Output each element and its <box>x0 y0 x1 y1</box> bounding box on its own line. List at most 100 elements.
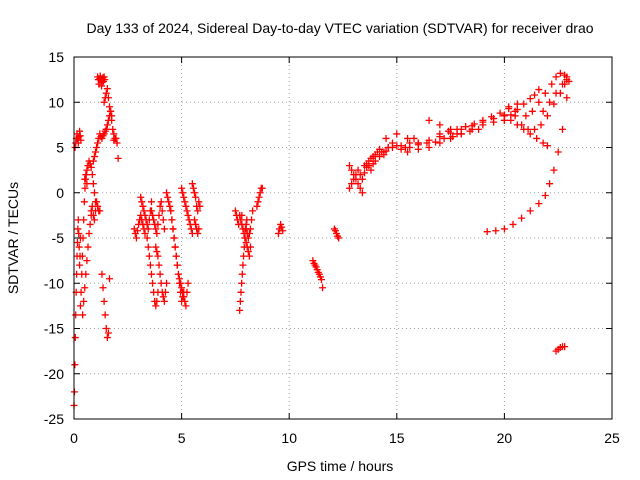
data-point <box>526 95 534 103</box>
data-point <box>522 112 530 120</box>
data-point <box>559 80 567 88</box>
data-point <box>345 184 353 192</box>
data-point <box>161 288 169 296</box>
data-point <box>335 234 343 242</box>
data-point <box>181 198 189 206</box>
y-tick-label: 0 <box>56 185 64 201</box>
data-point <box>244 248 252 256</box>
data-point <box>543 112 551 120</box>
data-point <box>103 121 111 129</box>
data-point <box>361 169 369 177</box>
data-point <box>376 153 384 161</box>
data-point <box>563 94 571 102</box>
data-point <box>483 228 491 236</box>
data-point <box>149 211 157 219</box>
data-point <box>137 193 145 201</box>
data-point <box>77 288 85 296</box>
data-point <box>107 107 115 115</box>
data-point <box>354 180 362 188</box>
data-point <box>155 261 163 269</box>
series-arc-05 <box>87 198 104 224</box>
data-point <box>172 252 180 260</box>
series-arc-46 <box>483 94 571 236</box>
data-point <box>507 116 515 124</box>
x-tick-label: 0 <box>70 430 78 446</box>
data-point <box>254 198 262 206</box>
data-point <box>352 175 360 183</box>
data-point <box>75 229 83 237</box>
series-arc-27 <box>253 184 266 210</box>
data-point <box>380 148 388 156</box>
x-tick-labels: 0 5 10 15 20 25 <box>70 430 620 446</box>
data-point <box>237 216 245 224</box>
data-point <box>80 216 88 224</box>
data-point <box>535 86 543 94</box>
data-point <box>436 130 444 138</box>
data-point <box>245 252 253 260</box>
data-point <box>80 297 88 305</box>
data-point <box>414 145 422 153</box>
data-point <box>83 166 91 174</box>
data-point <box>92 148 100 156</box>
data-point <box>163 189 171 197</box>
data-point <box>500 112 508 120</box>
data-point <box>112 134 120 142</box>
y-tick-label: -20 <box>44 366 64 382</box>
series-arc-30 <box>330 225 343 242</box>
data-point <box>535 98 543 106</box>
data-point <box>81 284 89 292</box>
y-tick-label: 15 <box>48 49 64 65</box>
data-point <box>382 134 390 142</box>
series-arc-09 <box>100 85 116 120</box>
data-point <box>393 130 401 138</box>
data-point <box>110 130 118 138</box>
data-point <box>160 225 168 233</box>
data-point <box>141 211 149 219</box>
data-point <box>170 234 178 242</box>
data-point <box>541 89 549 97</box>
x-tick-label: 25 <box>604 430 620 446</box>
data-point <box>453 130 461 138</box>
data-point <box>191 216 199 224</box>
data-point <box>563 73 571 81</box>
data-point <box>188 180 196 188</box>
data-point <box>177 279 185 287</box>
data-point <box>83 180 91 188</box>
data-point <box>155 211 163 219</box>
data-point <box>479 116 487 124</box>
data-point <box>90 153 98 161</box>
data-point <box>541 191 549 199</box>
data-point <box>88 171 96 179</box>
data-point <box>520 100 528 108</box>
data-point <box>103 85 111 93</box>
data-point <box>138 198 146 206</box>
data-point <box>113 139 121 147</box>
data-point <box>425 136 433 144</box>
data-point <box>89 180 97 188</box>
data-point <box>505 103 513 111</box>
data-point <box>196 202 204 210</box>
series-arc-40 <box>382 130 422 147</box>
data-point <box>236 306 244 314</box>
data-point <box>152 225 160 233</box>
data-point <box>436 121 444 129</box>
data-point <box>153 297 161 305</box>
data-point <box>238 270 246 278</box>
data-point <box>78 252 86 260</box>
data-point <box>169 225 177 233</box>
data-point <box>153 229 161 237</box>
data-point <box>238 279 246 287</box>
data-point <box>102 325 110 332</box>
y-tick-label: 5 <box>56 140 64 156</box>
data-point <box>500 225 508 233</box>
data-point <box>93 144 101 151</box>
data-point <box>184 279 192 287</box>
chart-title: Day 133 of 2024, Sidereal Day-to-day VTE… <box>86 20 593 36</box>
data-point <box>163 279 171 287</box>
data-point <box>159 293 167 301</box>
data-point <box>518 121 526 129</box>
data-point <box>436 139 444 147</box>
data-point <box>554 148 562 156</box>
x-tick-label: 20 <box>497 430 513 446</box>
data-point <box>237 288 245 296</box>
